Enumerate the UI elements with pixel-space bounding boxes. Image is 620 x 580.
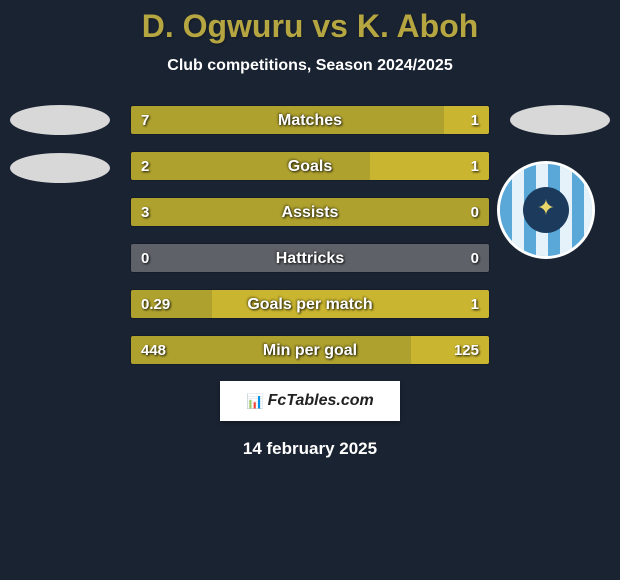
stat-value-left: 0.29	[131, 290, 180, 318]
comparison-card: D. Ogwuru vs K. Aboh Club competitions, …	[0, 0, 620, 459]
stats-area: ✦ 71Matches21Goals30Assists00Hattricks0.…	[0, 105, 620, 365]
stat-row: 30Assists	[130, 197, 490, 227]
stat-row: 71Matches	[130, 105, 490, 135]
stat-value-right: 1	[461, 106, 489, 134]
stat-value-left: 7	[131, 106, 159, 134]
stat-value-right: 1	[461, 290, 489, 318]
bar-left	[131, 152, 370, 180]
eagle-icon: ✦	[537, 195, 555, 221]
bar-right	[212, 290, 489, 318]
brand-logo[interactable]: 📊 FcTables.com	[220, 381, 400, 421]
stat-value-left: 3	[131, 198, 159, 226]
stat-value-left: 0	[131, 244, 159, 272]
stat-value-right: 0	[461, 198, 489, 226]
stat-value-right: 1	[461, 152, 489, 180]
player1-head-icon	[10, 105, 110, 135]
brand-text: FcTables.com	[268, 392, 374, 410]
stat-row: 0.291Goals per match	[130, 289, 490, 319]
page-title: D. Ogwuru vs K. Aboh	[0, 8, 620, 45]
subtitle: Club competitions, Season 2024/2025	[0, 57, 620, 75]
player1-silhouette	[10, 105, 110, 135]
stat-value-right: 0	[461, 244, 489, 272]
stat-row: 00Hattricks	[130, 243, 490, 273]
stat-row: 448125Min per goal	[130, 335, 490, 365]
player1-shoulder-icon	[10, 153, 110, 183]
stat-rows: 71Matches21Goals30Assists00Hattricks0.29…	[130, 105, 490, 365]
stat-value-left: 448	[131, 336, 176, 364]
club-badge: ✦	[497, 161, 595, 259]
player2-silhouette: ✦	[510, 105, 610, 135]
footer-date: 14 february 2025	[0, 439, 620, 459]
bar-left	[131, 106, 444, 134]
stat-value-right: 125	[444, 336, 489, 364]
stat-row: 21Goals	[130, 151, 490, 181]
chart-icon: 📊	[246, 393, 263, 410]
player2-head-icon	[510, 105, 610, 135]
stat-value-left: 2	[131, 152, 159, 180]
bar-left	[131, 198, 489, 226]
